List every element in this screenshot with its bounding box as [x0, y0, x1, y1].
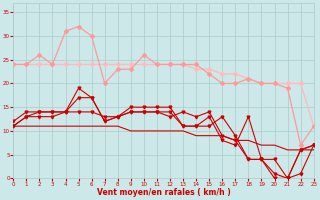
X-axis label: Vent moyen/en rafales ( km/h ): Vent moyen/en rafales ( km/h ): [97, 188, 230, 197]
